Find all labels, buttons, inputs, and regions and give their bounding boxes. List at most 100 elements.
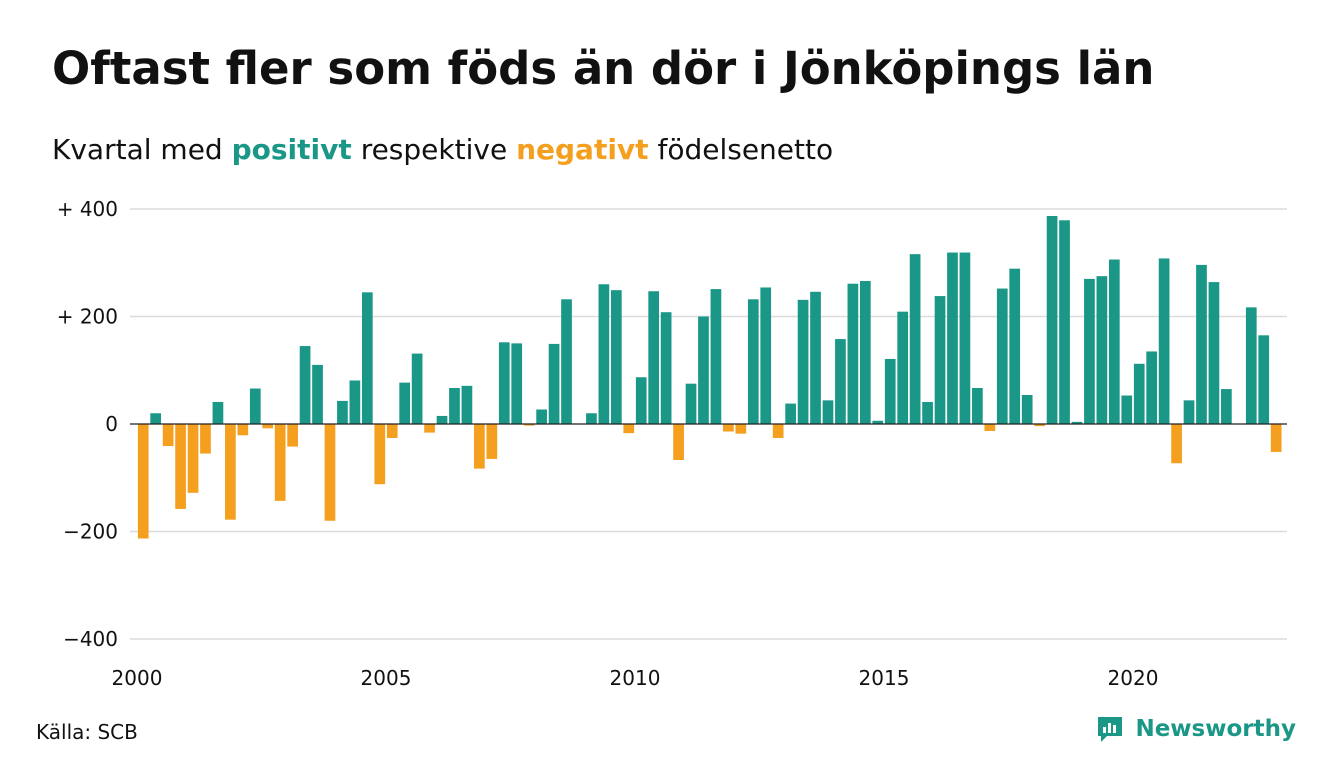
bar-negative [1034,424,1045,427]
bar-positive [561,299,572,424]
y-tick-label: −400 [63,627,118,651]
subtitle-text-3: födelsenetto [657,133,834,166]
bar-negative [424,424,435,433]
x-tick-label: 2005 [361,666,412,690]
subtitle-positive-label: positivt [231,133,352,166]
x-tick-label: 2000 [112,666,163,690]
bar-positive [909,254,921,424]
bar-positive [797,299,809,424]
bar-positive [461,385,473,424]
bar-positive [1071,421,1083,424]
bar-positive [760,287,772,424]
bar-negative [772,424,784,438]
bar-positive [959,252,971,424]
bar-positive [411,353,423,424]
bar-positive [436,415,448,424]
x-axis-ticks: 2000 2005 2010 2015 2020 [112,666,1159,690]
bar-negative [324,424,336,521]
bar-positive [897,311,909,424]
bar-positive [996,288,1008,424]
bar-positive [337,400,348,424]
bar-positive [635,377,647,424]
y-tick-label: + 400 [57,197,118,221]
bar-positive [498,342,510,424]
bar-positive [810,291,821,424]
bar-negative [1270,424,1282,452]
bar-positive [947,252,958,424]
bar-positive [822,400,834,424]
bar-negative [162,424,174,447]
bar-positive [660,312,672,424]
subtitle-negative-label: negativt [516,133,649,166]
bar-positive [1108,259,1120,424]
bar-negative [187,424,199,493]
y-tick-label: 0 [105,412,118,436]
bar-positive [859,281,871,424]
bar-positive [872,420,884,424]
bar-negative [386,424,398,438]
source-note: Källa: SCB [36,720,138,744]
bar-positive [249,388,261,424]
bar-negative [262,424,274,429]
bar-positive [399,382,411,424]
bar-negative [984,424,996,431]
bar-negative [274,424,286,501]
bar-negative [200,424,211,454]
bar-positive [548,343,560,424]
bar-negative [225,424,236,520]
bar-negative [287,424,298,447]
bar-positive [511,343,523,424]
bar-positive [1146,351,1158,424]
bar-chart: + 400 + 200 0 −200 −400 2000 2005 2010 2015 2020 [57,197,1287,690]
bar-positive [536,409,547,424]
bar-positive [1009,268,1021,424]
bar-negative [486,424,498,459]
bar-positive [312,364,323,424]
brand-logo[interactable]: Newsworthy [1095,714,1296,744]
y-axis-ticks: + 400 + 200 0 −200 −400 [57,197,118,651]
chart-title: Oftast fler som föds än dör i Jönköpings… [52,42,1155,95]
bar-negative [523,424,535,426]
bar-positive [449,387,460,424]
bar-positive [648,291,660,424]
bar-negative [723,424,734,432]
bar-positive [1183,400,1195,424]
bars [130,215,1287,539]
bar-positive [598,284,610,424]
bar-positive [698,316,709,424]
bar-positive [212,401,224,424]
bar-negative [1171,424,1182,464]
bar-positive [835,339,846,424]
bar-positive [1121,395,1133,424]
bar-negative [175,424,186,509]
bar-positive [150,413,162,424]
x-tick-label: 2015 [859,666,910,690]
bar-positive [1059,220,1070,424]
bar-negative [474,424,485,469]
bar-positive [934,296,946,424]
bar-positive [884,358,896,424]
bar-negative [137,424,149,539]
bar-positive [610,290,622,424]
subtitle-text-2: respektive [360,133,508,166]
y-tick-label: + 200 [57,305,118,329]
bar-positive [1196,264,1207,424]
bar-positive [1021,394,1033,424]
bar-positive [1245,307,1257,424]
bar-positive [685,383,697,424]
bar-positive [922,401,933,424]
x-tick-label: 2020 [1108,666,1159,690]
bar-positive [586,413,597,424]
bar-positive [361,292,373,424]
bar-positive [847,283,859,424]
bar-positive [1208,282,1220,424]
bar-chart-speech-bubble-icon [1098,717,1123,742]
brand-name: Newsworthy [1135,716,1296,742]
bar-positive [1133,363,1145,424]
bar-negative [623,424,635,434]
bar-negative [237,424,249,436]
bar-negative [673,424,684,461]
bar-positive [710,289,722,424]
x-tick-label: 2010 [610,666,661,690]
bar-positive [1258,335,1270,424]
